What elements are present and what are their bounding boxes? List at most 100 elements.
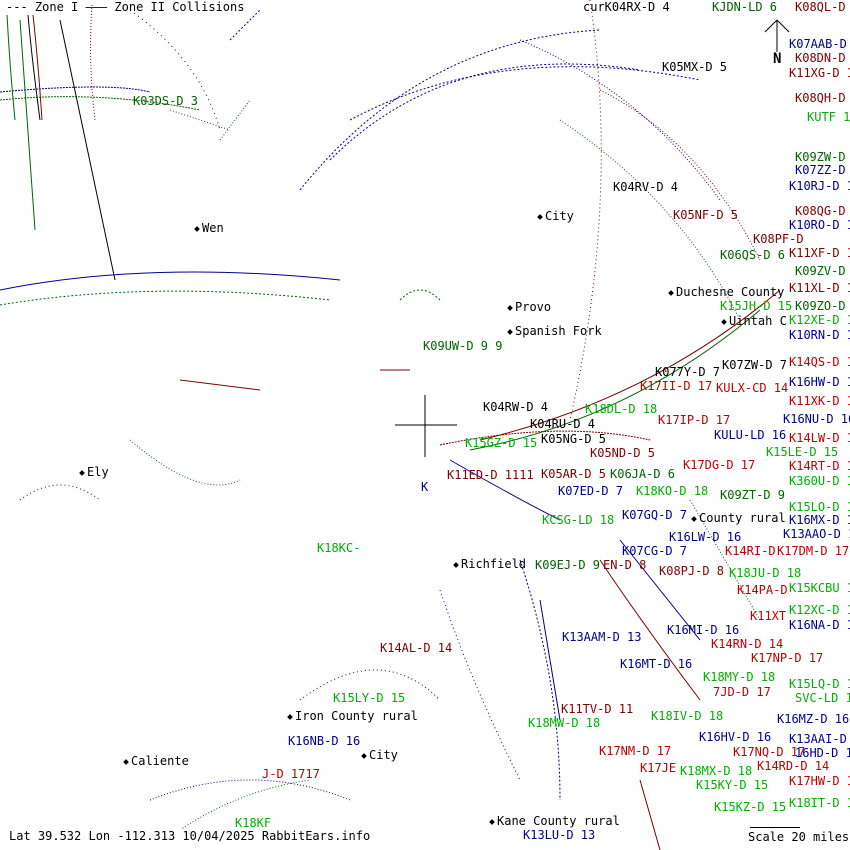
- station-label[interactable]: K18JU-D 18: [729, 566, 802, 580]
- station-label[interactable]: K09ZW-D 9: [795, 150, 850, 164]
- station-label[interactable]: K15LE-D 15: [766, 445, 839, 459]
- station-label[interactable]: K14QS-D 14: [789, 355, 850, 369]
- station-label[interactable]: K10RJ-D 10: [789, 179, 850, 193]
- station-label[interactable]: K16MI-D 16: [667, 623, 740, 637]
- station-label[interactable]: K16HW-D 16: [789, 375, 850, 389]
- station-label[interactable]: K13AAO-D 13: [783, 527, 850, 541]
- station-label[interactable]: SVC-LD 12: [795, 691, 850, 705]
- station-label[interactable]: K18DL-D 18: [585, 402, 658, 416]
- station-label[interactable]: KULX-CD 14: [716, 381, 789, 395]
- station-label[interactable]: K05NG-D 5: [541, 432, 607, 446]
- station-label[interactable]: K16NB-D 16: [288, 734, 361, 748]
- station-label[interactable]: K16NU-D 16: [783, 412, 850, 426]
- station-label[interactable]: K14RT-D 14: [789, 459, 850, 473]
- station-label[interactable]: K09EJ-D 9: [535, 558, 601, 572]
- station-label[interactable]: K17NM-D 17: [599, 744, 672, 758]
- station-label[interactable]: K16MZ-D 16: [777, 712, 850, 726]
- station-label[interactable]: K18IV-D 18: [651, 709, 724, 723]
- station-label[interactable]: K12XE-D 12: [789, 313, 850, 327]
- station-label[interactable]: K11ED-D 1111: [447, 468, 534, 482]
- station-label[interactable]: K13AAM-D 13: [562, 630, 642, 644]
- station-label[interactable]: K17II-D 17: [640, 379, 713, 393]
- station-label[interactable]: K18KO-D 18: [636, 484, 709, 498]
- station-label[interactable]: K17NP-D 17: [751, 651, 824, 665]
- station-label[interactable]: K077Y-D 7: [655, 365, 721, 379]
- station-label[interactable]: J-D 1717: [262, 767, 320, 781]
- station-label[interactable]: K16LW-D 16: [669, 530, 742, 544]
- station-label[interactable]: K07ZZ-D 7: [795, 163, 850, 177]
- station-label[interactable]: K15KZ-D 15: [714, 800, 787, 814]
- station-label[interactable]: K18MW-D 18: [528, 716, 601, 730]
- station-label[interactable]: K06JA-D 6: [610, 467, 676, 481]
- station-label[interactable]: K11XG-D 11: [789, 66, 850, 80]
- station-label[interactable]: K17DG-D 17: [683, 458, 756, 472]
- station-label[interactable]: KULU-LD 16: [714, 428, 787, 442]
- station-label[interactable]: K15JH-D 15: [720, 299, 793, 313]
- station-label[interactable]: K04RV-D 4: [613, 180, 679, 194]
- station-label[interactable]: K18IT-D 18: [789, 796, 850, 810]
- station-label[interactable]: K05NF-D 5: [673, 208, 739, 222]
- station-label[interactable]: K11XK-D 11: [789, 394, 850, 408]
- station-label[interactable]: K18KF: [235, 816, 272, 830]
- station-label[interactable]: K16NA-D 16: [789, 618, 850, 632]
- station-label[interactable]: KUTF 12: [807, 110, 850, 124]
- station-label[interactable]: K13AAI-D 13: [789, 732, 850, 746]
- station-label[interactable]: KCSG-LD 18: [542, 513, 615, 527]
- station-label[interactable]: K11XF-D 11: [789, 246, 850, 260]
- station-label[interactable]: K09ZO-D 9: [795, 299, 850, 313]
- station-label[interactable]: K16MX-D 16: [789, 513, 850, 527]
- station-label[interactable]: K07ZW-D 7: [722, 358, 788, 372]
- station-label[interactable]: K15GZ-D 15: [465, 436, 538, 450]
- station-label[interactable]: K13LU-D 13: [523, 828, 596, 842]
- station-label[interactable]: K04RW-D 4: [483, 400, 549, 414]
- station-label[interactable]: K08QG-D 8: [795, 204, 850, 218]
- station-label[interactable]: K08QL-D 8: [795, 0, 850, 14]
- station-label[interactable]: 16HD-D 16: [795, 746, 850, 760]
- station-label[interactable]: K08QH-D 8: [795, 91, 850, 105]
- station-label[interactable]: KJDN-LD 6: [712, 0, 778, 14]
- station-label[interactable]: K18MX-D 18: [680, 764, 753, 778]
- station-label[interactable]: K05ND-D 5: [590, 446, 656, 460]
- station-label[interactable]: K12XC-D 12: [789, 603, 850, 617]
- station-label[interactable]: K09UW-D 9 9: [423, 339, 503, 353]
- station-label[interactable]: K08PF-D: [753, 232, 804, 246]
- station-label[interactable]: K17HW-D 17: [789, 774, 850, 788]
- station-label[interactable]: K14RN-D 14: [711, 637, 784, 651]
- station-label[interactable]: K07AAB-D 7: [789, 37, 850, 51]
- station-label[interactable]: K03DS-D 3: [133, 94, 199, 108]
- station-label[interactable]: K16MT-D 16: [620, 657, 693, 671]
- station-label[interactable]: K15KY-D 15: [696, 778, 769, 792]
- station-label[interactable]: K16HV-D 16: [699, 730, 772, 744]
- station-label[interactable]: K17DM-D 17: [777, 544, 850, 558]
- station-label[interactable]: K17IP-D 17: [658, 413, 731, 427]
- station-label[interactable]: K14AL-D 14: [380, 641, 453, 655]
- station-label[interactable]: K07GQ-D 7: [622, 508, 688, 522]
- station-label[interactable]: K11XT: [750, 609, 787, 623]
- station-label[interactable]: K09ZV-D 9: [795, 264, 850, 278]
- station-label[interactable]: K15LO-D 15: [789, 500, 850, 514]
- station-label[interactable]: K15LQ-D 15: [789, 677, 850, 691]
- station-label[interactable]: K17JE: [640, 761, 677, 775]
- station-label[interactable]: K05AR-D 5: [541, 467, 607, 481]
- station-label[interactable]: K14RI-D: [725, 544, 776, 558]
- station-label[interactable]: K15KCBU 15: [789, 581, 850, 595]
- station-label[interactable]: K08DN-D 8: [795, 51, 850, 65]
- station-label[interactable]: curK04RX-D 4: [583, 0, 670, 14]
- station-label[interactable]: K15LY-D 15: [333, 691, 406, 705]
- station-label[interactable]: K14RD-D 14: [757, 759, 830, 773]
- station-label[interactable]: K10RO-D 10: [789, 218, 850, 232]
- station-label[interactable]: EN-D 8: [603, 558, 647, 572]
- station-label[interactable]: K14PA-D: [737, 583, 788, 597]
- station-label[interactable]: K18MY-D 18: [703, 670, 776, 684]
- station-label[interactable]: K10RN-D 10: [789, 328, 850, 342]
- station-label[interactable]: K09ZT-D 9: [720, 488, 786, 502]
- station-label[interactable]: K18KC-: [317, 541, 361, 555]
- station-label[interactable]: K11XL-D 11: [789, 281, 850, 295]
- station-label[interactable]: K07CG-D 7: [622, 544, 688, 558]
- station-label[interactable]: K17NQ-D 17: [733, 745, 806, 759]
- station-label[interactable]: K: [421, 480, 429, 494]
- station-label[interactable]: K05MX-D 5: [662, 60, 728, 74]
- station-label[interactable]: K360U-D 18: [789, 474, 850, 488]
- station-label[interactable]: 7JD-D 17: [713, 685, 771, 699]
- station-label[interactable]: K14LW-D 14: [789, 431, 850, 445]
